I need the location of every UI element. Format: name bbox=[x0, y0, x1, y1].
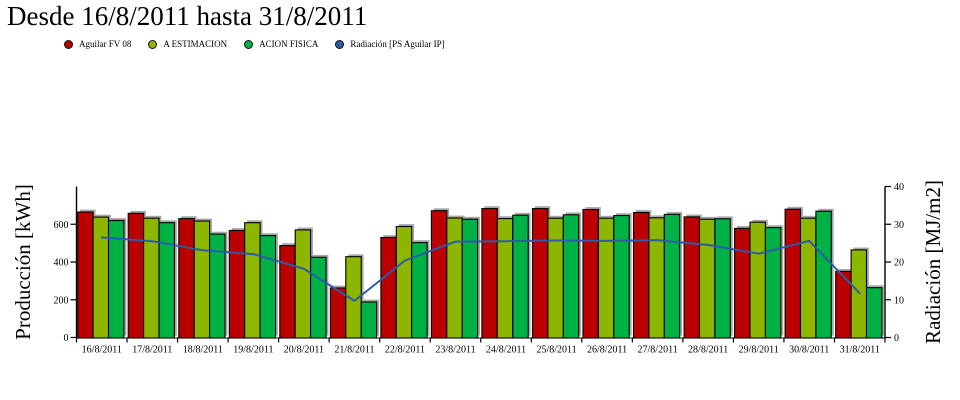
date-label: 21/8/2011 bbox=[334, 345, 374, 356]
date-label: 16/8/2011 bbox=[82, 345, 122, 356]
bar-aguilar-fv08 bbox=[582, 208, 599, 339]
date-label: 19/8/2011 bbox=[233, 345, 273, 356]
date-label: 25/8/2011 bbox=[536, 345, 576, 356]
bar-estimacion bbox=[850, 249, 868, 339]
date-label: 22/8/2011 bbox=[385, 345, 425, 356]
legend-swatch-icon bbox=[244, 39, 254, 49]
bar-aguilar-fv08 bbox=[228, 229, 246, 339]
bar-estimacion bbox=[143, 217, 160, 339]
bar-aguilar-fv08 bbox=[127, 212, 145, 339]
date-label: 17/8/2011 bbox=[132, 345, 172, 356]
bar-estimacion bbox=[698, 218, 716, 339]
bar-aguilar-fv08 bbox=[178, 218, 195, 339]
date-label: 20/8/2011 bbox=[284, 345, 324, 356]
bar-estimacion bbox=[244, 222, 261, 339]
date-label: 31/8/2011 bbox=[840, 345, 880, 356]
bar-fisica bbox=[613, 215, 630, 339]
bar-aguilar-fv08 bbox=[329, 287, 347, 339]
legend-item: Radiación [PS Aguilar IP] bbox=[335, 39, 445, 49]
bar-estimacion bbox=[345, 256, 362, 339]
bar-fisica bbox=[512, 214, 529, 339]
date-label: 30/8/2011 bbox=[789, 345, 829, 356]
date-label: 24/8/2011 bbox=[486, 345, 526, 356]
bar-fisica bbox=[310, 256, 327, 339]
bar-estimacion bbox=[597, 217, 615, 339]
date-label: 23/8/2011 bbox=[435, 345, 475, 356]
legend-label: A ESTIMACION bbox=[163, 39, 228, 49]
legend-swatch-icon bbox=[64, 39, 73, 49]
bar-estimacion bbox=[648, 217, 665, 339]
bar-fisica bbox=[764, 227, 782, 339]
bar-aguilar-fv08 bbox=[481, 208, 498, 339]
bar-estimacion bbox=[749, 221, 766, 339]
bar-fisica bbox=[259, 235, 277, 339]
bar-estimacion bbox=[446, 217, 463, 339]
bar-estimacion bbox=[395, 225, 413, 339]
bar-fisica bbox=[411, 242, 428, 339]
bar-estimacion bbox=[799, 217, 817, 339]
bar-aguilar-fv08 bbox=[632, 211, 650, 339]
bar-aguilar-fv08 bbox=[531, 208, 549, 339]
radiation-line bbox=[100, 236, 861, 302]
date-label: 26/8/2011 bbox=[587, 345, 627, 356]
y-axis-left-title: Producción [kWh] bbox=[11, 184, 35, 340]
bar-fisica bbox=[865, 287, 883, 339]
bar-estimacion bbox=[92, 216, 110, 339]
bar-aguilar-fv08 bbox=[784, 208, 802, 339]
bar-fisica bbox=[714, 218, 731, 339]
bar-aguilar-fv08 bbox=[279, 245, 296, 339]
y-axis-right-tick-label: 40 bbox=[894, 182, 904, 193]
bar-estimacion bbox=[496, 218, 514, 339]
legend-label: Aguilar FV 08 bbox=[79, 39, 132, 49]
bar-fisica bbox=[815, 210, 832, 339]
bar-aguilar-fv08 bbox=[734, 227, 751, 339]
bar-aguilar-fv08 bbox=[77, 211, 94, 339]
y-axis-left-tick-label: 0 bbox=[64, 333, 69, 344]
bar-fisica bbox=[461, 218, 479, 339]
y-axis-right-tick-label: 0 bbox=[894, 333, 899, 344]
y-axis-left-tick-label: 200 bbox=[54, 295, 69, 306]
bar-fisica bbox=[209, 233, 226, 339]
bar-fisica bbox=[360, 301, 378, 339]
date-label: 28/8/2011 bbox=[688, 345, 728, 356]
bar-aguilar-fv08 bbox=[683, 216, 701, 339]
bar-fisica bbox=[562, 214, 580, 339]
chart-legend: Aguilar FV 08 A ESTIMACION ACION FISICA Rad… bbox=[64, 39, 445, 49]
legend-swatch-icon bbox=[148, 39, 158, 49]
y-axis-right-tick-label: 30 bbox=[894, 220, 904, 231]
bar-fisica bbox=[663, 213, 681, 339]
legend-item: Aguilar FV 08 bbox=[64, 39, 131, 49]
bar-fisica bbox=[158, 222, 175, 339]
bar-aguilar-fv08 bbox=[380, 236, 397, 339]
legend-swatch-icon bbox=[335, 39, 345, 49]
bar-estimacion bbox=[547, 217, 564, 339]
bar-aguilar-fv08 bbox=[430, 210, 448, 339]
y-axis-left-tick-label: 400 bbox=[54, 258, 69, 269]
date-label: 29/8/2011 bbox=[739, 345, 779, 356]
y-axis-right-tick-label: 10 bbox=[894, 295, 904, 306]
bar-fisica bbox=[107, 219, 125, 339]
legend-label: Radiación [PS Aguilar IP] bbox=[350, 39, 445, 49]
legend-label: ACION FISICA bbox=[259, 39, 319, 49]
y-axis-left-tick-label: 600 bbox=[54, 220, 69, 231]
y-axis-right-tick-label: 20 bbox=[894, 258, 904, 269]
date-label: 18/8/2011 bbox=[183, 345, 223, 356]
legend-item: ACION FISICA bbox=[244, 39, 318, 49]
y-axis-right-title: Radiación [MJ/m2] bbox=[921, 180, 945, 344]
legend-item: A ESTIMACION bbox=[148, 39, 227, 49]
bar-estimacion bbox=[193, 220, 211, 339]
date-label: 27/8/2011 bbox=[638, 345, 678, 356]
chart-title: Desde 16/8/2011 hasta 31/8/2011 bbox=[7, 1, 368, 31]
bar-estimacion bbox=[294, 229, 312, 339]
